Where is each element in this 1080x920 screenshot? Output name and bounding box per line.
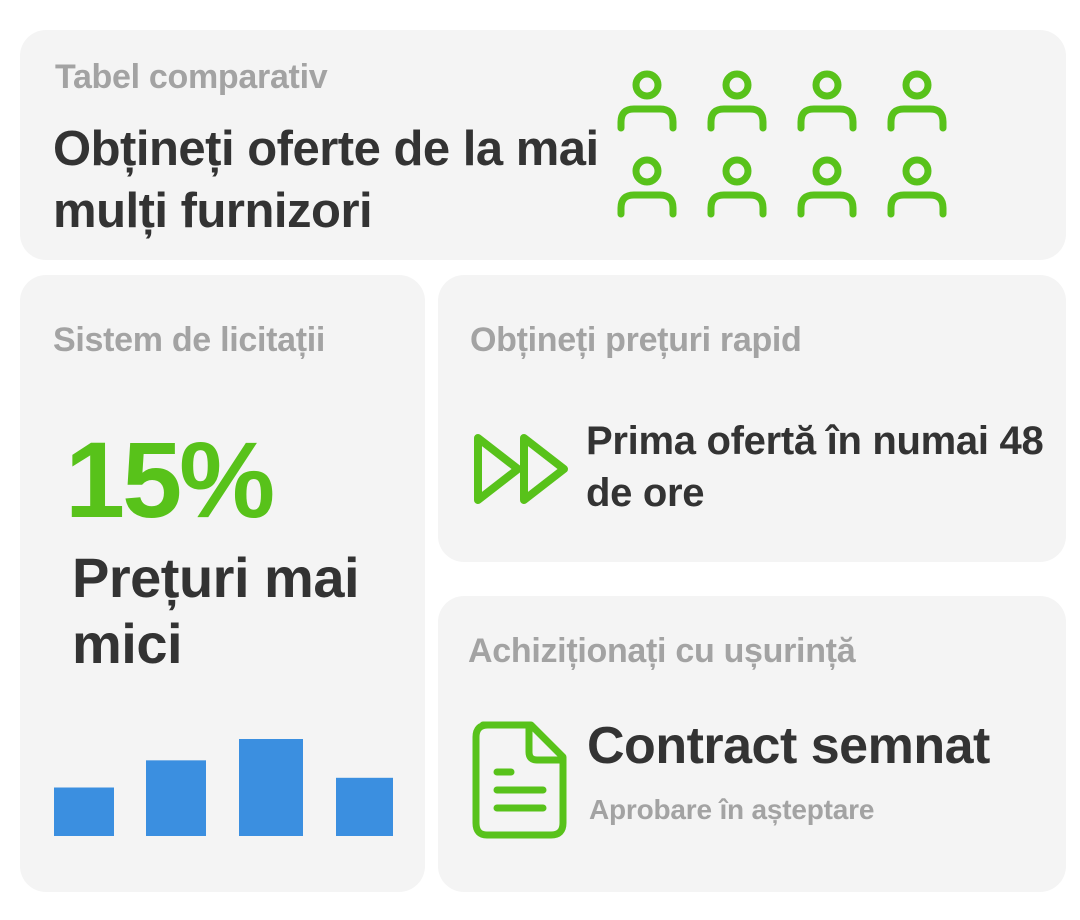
person-icon	[886, 154, 948, 220]
person-icon	[796, 154, 858, 220]
person-icon	[616, 154, 678, 220]
person-icon	[706, 154, 768, 220]
contract-card: Achiziționați cu ușurință Contract semna…	[438, 596, 1066, 892]
speed-card: Obțineți prețuri rapid Prima ofertă în n…	[438, 275, 1066, 562]
person-icon	[796, 68, 858, 134]
comparison-title: Obțineți oferte de la mai mulți furnizor…	[53, 118, 633, 242]
person-icon	[616, 68, 678, 134]
chart-bar	[146, 760, 206, 836]
contract-status-subtitle: Aprobare în așteptare	[589, 794, 874, 826]
fast-forward-icon	[472, 433, 574, 505]
document-icon	[471, 720, 569, 840]
comparison-eyebrow: Tabel comparativ	[55, 58, 327, 97]
person-icon	[706, 68, 768, 134]
contract-eyebrow: Achiziționați cu ușurință	[468, 632, 855, 671]
contract-status-title: Contract semnat	[587, 716, 990, 776]
suppliers-icon-grid	[616, 68, 956, 228]
auction-card: Sistem de licitații 15% Prețuri mai mici	[20, 275, 425, 892]
chart-bar	[54, 788, 114, 837]
speed-eyebrow: Obțineți prețuri rapid	[470, 321, 802, 360]
chart-bar	[336, 778, 393, 836]
comparison-card: Tabel comparativ Obțineți oferte de la m…	[20, 30, 1066, 260]
chart-bar	[239, 739, 303, 836]
person-icon	[886, 68, 948, 134]
price-bar-chart	[20, 275, 425, 892]
first-offer-text: Prima ofertă în numai 48 de ore	[586, 415, 1056, 519]
